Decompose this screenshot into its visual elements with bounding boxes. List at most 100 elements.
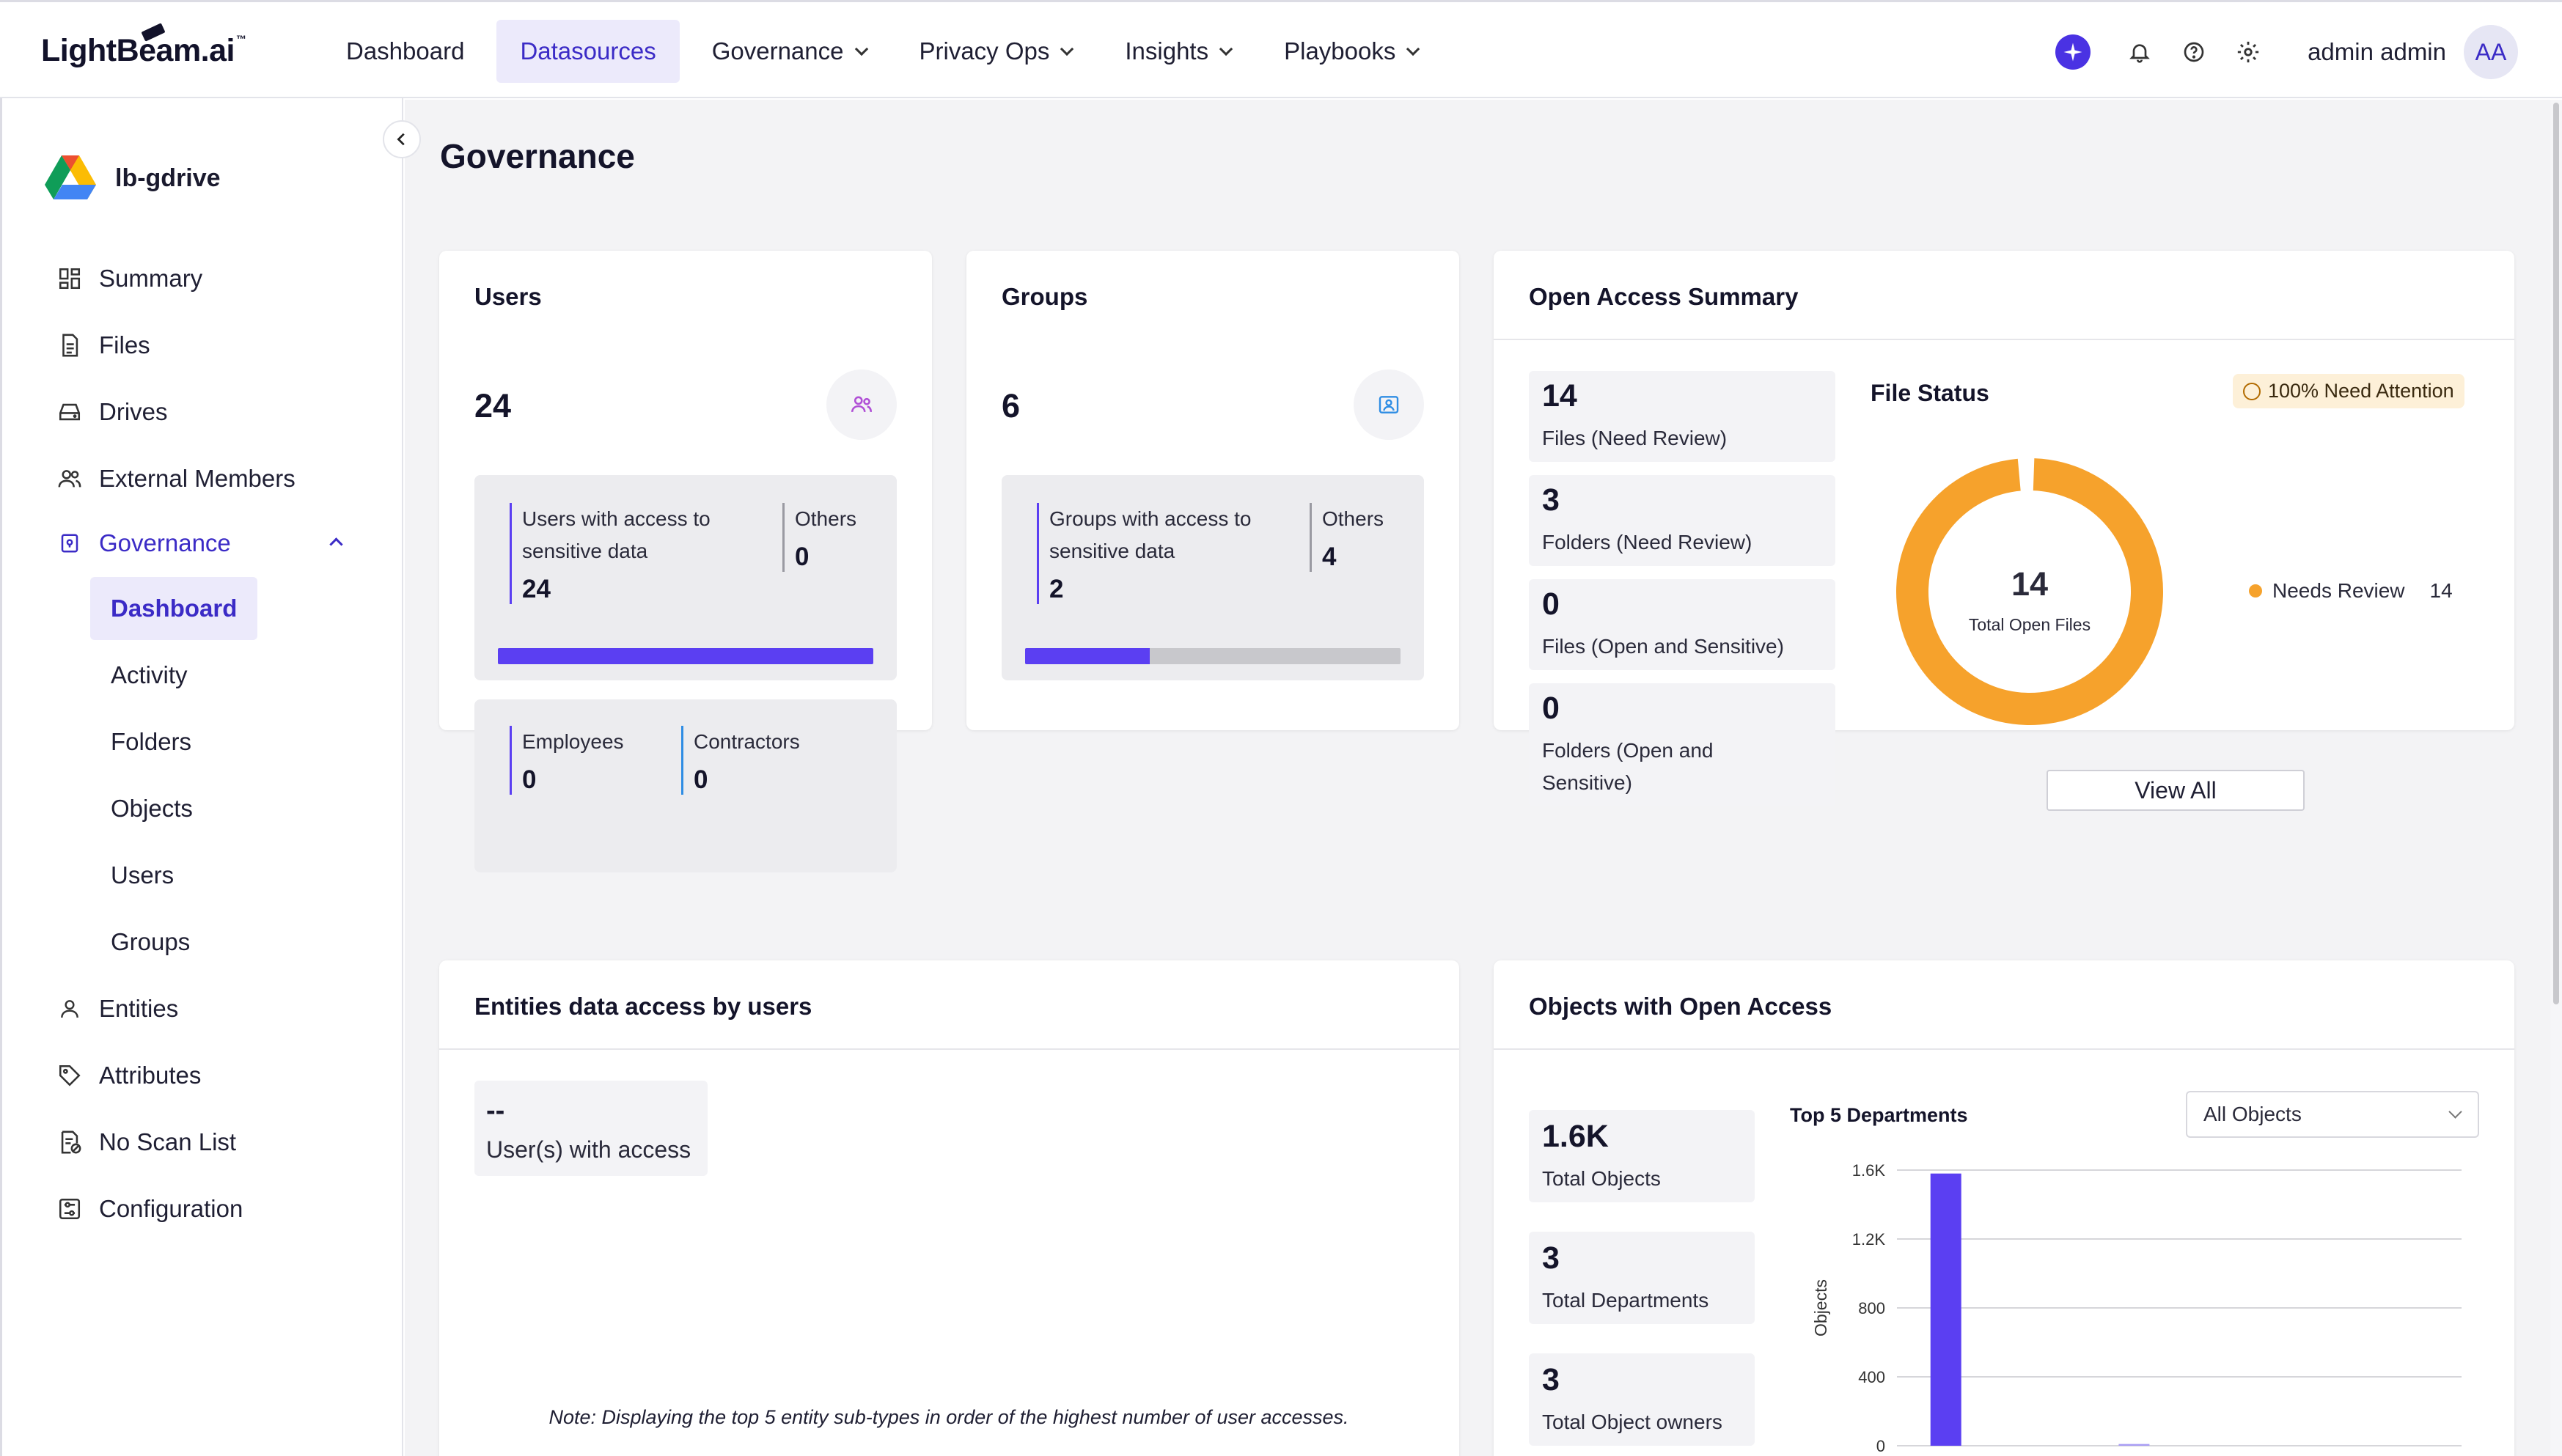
datasource-header: lb-gdrive [45,155,221,201]
scrollbar-thumb[interactable] [2553,103,2559,1004]
sidebar-item-external-members[interactable]: External Members [2,445,405,512]
sidebar-item-label: Entities [99,994,179,1022]
stat-label: Groups with access to sensitive data [1049,507,1252,562]
groups-sensitive-box: Groups with access to sensitive data 2 O… [1002,475,1424,680]
groups-card: Groups 6 Groups with access to sensitive… [966,251,1459,730]
tile-total-objects[interactable]: 1.6K Total Objects [1529,1110,1755,1202]
nav-dashboard[interactable]: Dashboard [323,20,488,83]
attention-badge-text: 100% Need Attention [2268,380,2454,402]
group-card-icon [1354,369,1424,440]
sidebar-subitem-users[interactable]: Users [2,842,405,908]
file-status-donut[interactable]: 14 Total Open Files [1894,456,2165,727]
bell-icon[interactable] [2123,35,2157,69]
tile-folders-open-sensitive[interactable]: 0 Folders (Open and Sensitive) [1529,683,1835,806]
entities-card-title: Entities data access by users [474,993,812,1020]
sidebar-item-attributes[interactable]: Attributes [2,1042,405,1108]
file-status-title: File Status [1871,380,1989,406]
users-type-box: Employees 0 Contractors 0 [474,699,897,872]
sidebar-item-governance[interactable]: Governance [2,512,405,575]
open-access-summary-card: Open Access Summary 14 Files (Need Revie… [1494,251,2514,811]
dashboard-grid-icon [55,264,84,293]
sidebar-item-label: Governance [99,529,231,556]
chevron-up-icon[interactable] [329,537,343,551]
chevron-down-icon [1406,42,1420,56]
tile-value: 0 [1542,587,1560,622]
employees-stat: Employees 0 [510,726,656,795]
stat-value: 4 [1322,543,1337,571]
stat-value: 24 [522,575,551,603]
donut-slice-needs-review[interactable] [1896,458,2163,725]
y-tick-label: 1.2K [1852,1230,1886,1249]
tile-total-departments[interactable]: 3 Total Departments [1529,1232,1755,1324]
sidebar-item-no-scan-list[interactable]: No Scan List [2,1108,405,1175]
sidebar-item-summary[interactable]: Summary [2,245,405,312]
tile-total-object-owners[interactable]: 3 Total Object owners [1529,1353,1755,1446]
users-sensitive-box: Users with access to sensitive data 24 O… [474,475,897,680]
nav-playbooks-label: Playbooks [1284,37,1396,65]
groups-card-title: Groups [1002,283,1088,310]
y-tick-label: 0 [1876,1437,1885,1455]
users-sensitive-stat: Users with access to sensitive data 24 [510,503,774,604]
tile-label: Total Object owners [1542,1411,1722,1433]
sidebar-item-entities[interactable]: Entities [2,975,405,1042]
sidebar-item-configuration[interactable]: Configuration [2,1175,405,1242]
sidebar-item-drives[interactable]: Drives [2,378,405,445]
dropdown-value: All Objects [2203,1103,2302,1125]
nav-privacy-ops[interactable]: Privacy Ops [896,20,1093,83]
chevron-down-icon [854,42,868,56]
tile-label: Folders (Open and Sensitive) [1542,739,1714,794]
users-icon [826,369,897,440]
sidebar-subitem-activity[interactable]: Activity [2,641,405,708]
sidebar-subitem-label: Folders [111,727,192,755]
avatar[interactable]: AA [2464,25,2518,79]
gear-icon[interactable] [2231,35,2265,69]
donut-legend: Needs Review 14 [2249,579,2453,603]
sidebar-subitem-dashboard[interactable]: Dashboard [2,575,405,641]
sidebar: lb-gdrive Summary Files Drives External … [0,98,403,1456]
nav-datasources[interactable]: Datasources [496,20,680,83]
divider [1494,339,2514,340]
legend-name: Needs Review [2272,579,2405,602]
username[interactable]: admin admin [2308,38,2446,65]
chevron-down-icon [1219,42,1233,56]
tile-files-open-sensitive[interactable]: 0 Files (Open and Sensitive) [1529,579,1835,670]
sidebar-collapse-button[interactable] [383,120,421,158]
page-scrollbar[interactable] [2550,100,2562,1456]
users-progress-bar [498,648,873,664]
sidebar-subitem-folders[interactable]: Folders [2,708,405,775]
divider [439,1048,1459,1050]
tile-folders-need-review[interactable]: 3 Folders (Need Review) [1529,475,1835,566]
object-type-dropdown[interactable]: All Objects [2186,1091,2479,1138]
view-all-button[interactable]: View All [2047,770,2305,811]
groups-others-stat: Others 4 [1310,503,1412,572]
tile-value: 0 [1542,691,1560,726]
y-tick-label: 1.6K [1852,1161,1886,1180]
sidebar-subitem-objects[interactable]: Objects [2,775,405,842]
sidebar-item-label: Summary [99,264,203,292]
user-icon [55,994,84,1023]
users-progress-fill [498,648,873,664]
stat-value: 0 [795,543,810,571]
lightbeam-logo[interactable]: LightBeam.ai ™ [41,23,246,69]
donut-total: 14 [2011,565,2048,603]
chevron-down-icon [1060,42,1074,56]
nav-playbooks[interactable]: Playbooks [1260,20,1439,83]
tile-value: 3 [1542,1240,1560,1276]
sidebar-menu: Summary Files Drives External Members Go… [2,245,405,1242]
entities-access-card: Entities data access by users -- User(s)… [439,960,1459,1456]
sidebar-subitem-label: Activity [111,661,188,688]
bar-engg [1930,1173,1961,1446]
nav-governance[interactable]: Governance [689,20,887,83]
datasource-name: lb-gdrive [115,163,221,192]
y-axis-label: Objects [1811,1279,1830,1336]
sidebar-item-files[interactable]: Files [2,312,405,378]
nav-insights[interactable]: Insights [1101,20,1252,83]
tile-value: 14 [1542,378,1577,413]
sidebar-subitem-label: Users [111,861,175,889]
ai-assistant-icon[interactable] [2055,34,2091,70]
top-navbar: LightBeam.ai ™ Dashboard Datasources Gove… [0,0,2562,98]
tile-files-need-review[interactable]: 14 Files (Need Review) [1529,371,1835,462]
sidebar-subitem-groups[interactable]: Groups [2,908,405,975]
help-icon[interactable] [2177,35,2211,69]
